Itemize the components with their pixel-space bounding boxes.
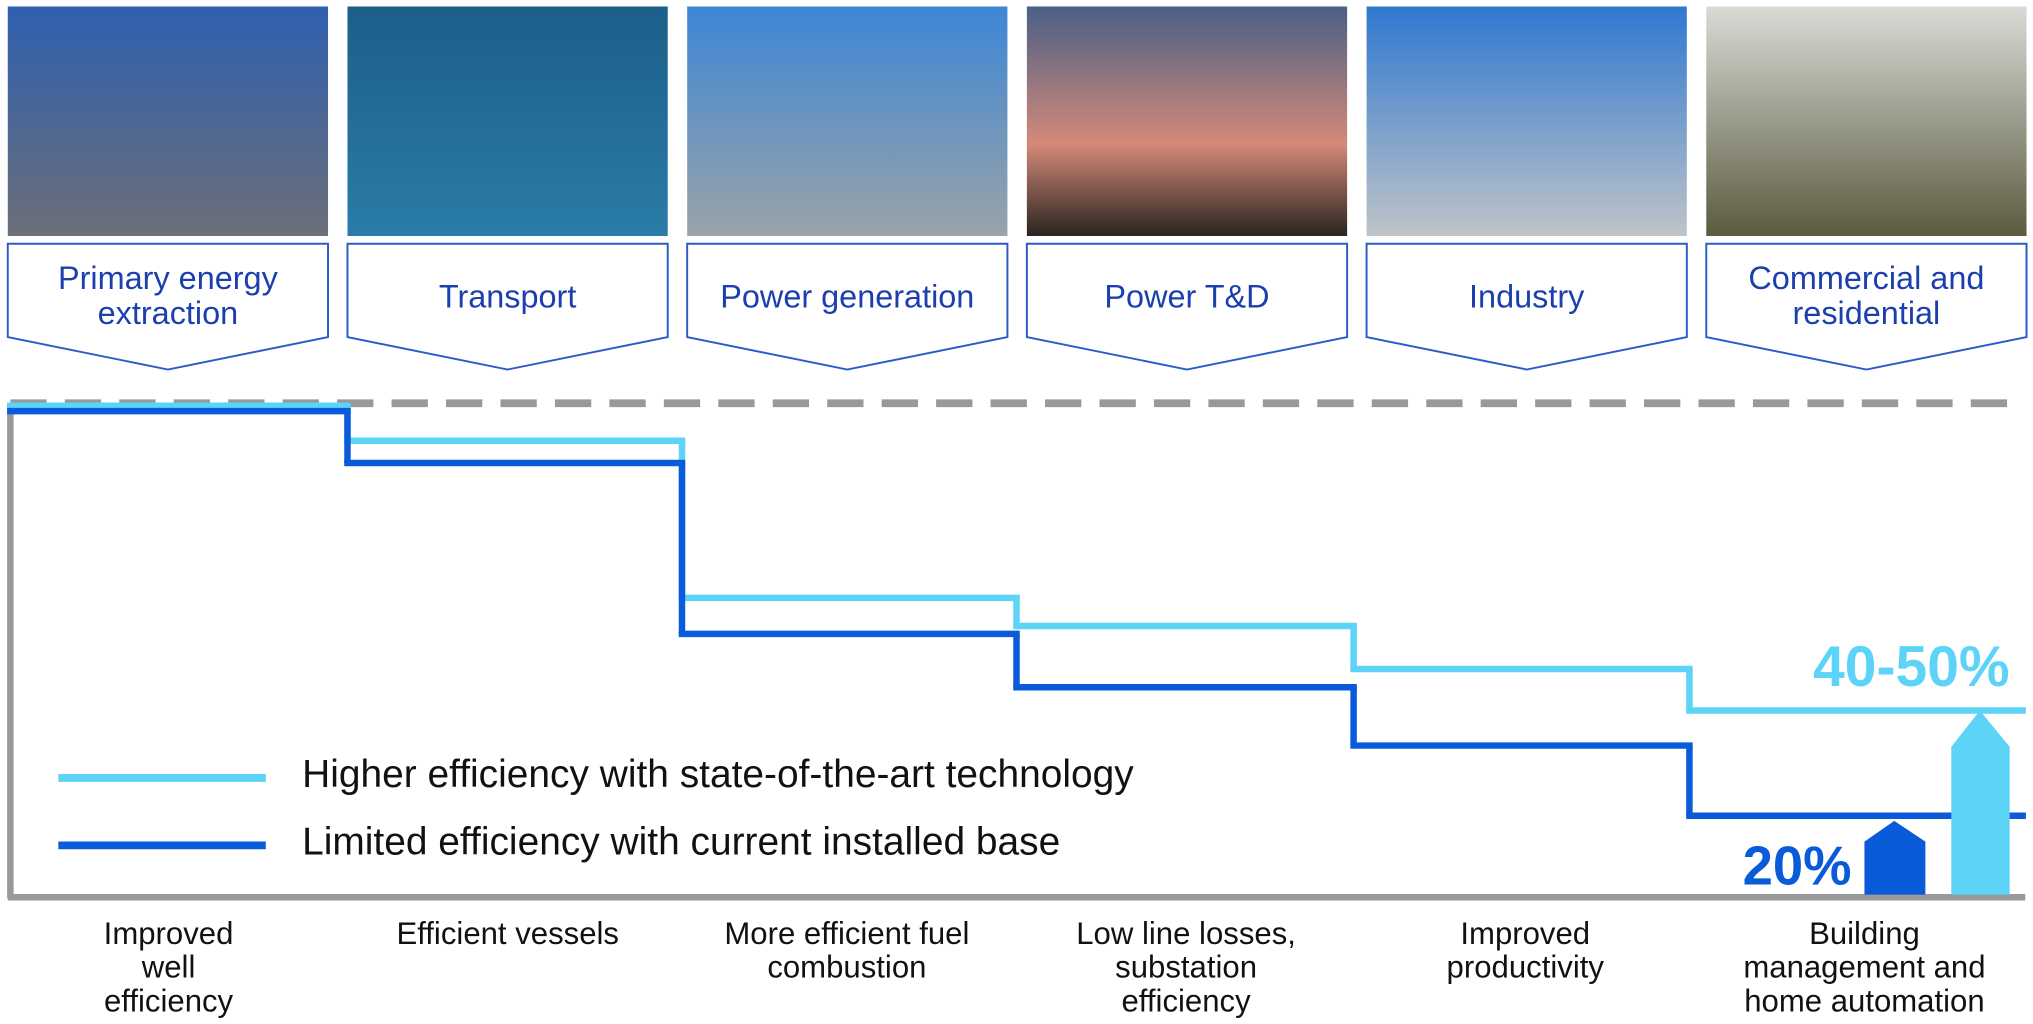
x-tick-label: More efficient fuel combustion [717,918,976,985]
x-tick-label: Improved productivity [1422,918,1629,985]
photos [8,6,2027,235]
chart [0,0,2033,1024]
annotation: 40-50% [1813,635,2010,700]
x-tick-label: Low line losses, substation efficiency [1056,918,1315,1019]
arrow [1951,710,2009,894]
sector-label: Commercial and residential [1719,246,2013,347]
sector-label: Power generation [700,246,994,347]
sector-label: Industry [1380,246,1674,347]
legend-label: Limited efficiency with current installe… [302,821,1060,865]
sector-label: Primary energy extraction [21,246,315,347]
photo [8,6,328,235]
arrow [1864,821,1925,895]
photo [1027,6,1347,235]
legend-label: Higher efficiency with state-of-the-art … [302,753,1134,797]
x-tick-label: Improved well efficiency [84,918,253,1019]
photo [1706,6,2026,235]
x-tick-label: Building management and home automation [1715,918,2013,1019]
photo [347,6,667,235]
sector-label: Transport [360,246,654,347]
photo [687,6,1007,235]
photo [1367,6,1687,235]
annotation: 20% [1743,835,1852,897]
page: Primary energy extraction Transport Power … [0,0,2033,1024]
x-tick-label: Efficient vessels [352,918,663,952]
sector-label: Power T&D [1040,246,1334,347]
